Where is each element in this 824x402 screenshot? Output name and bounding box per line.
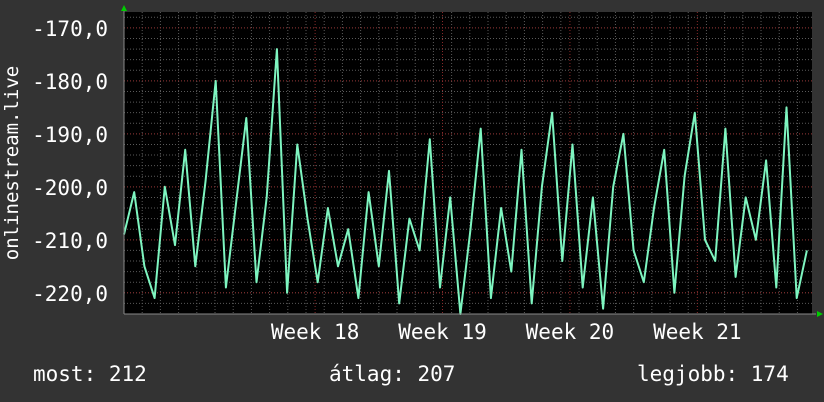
x-tick-label: Week 18 bbox=[271, 320, 360, 344]
y-tick-label: -180,0 bbox=[32, 70, 108, 94]
x-axis-arrow-icon bbox=[817, 311, 823, 317]
current-value-label: most: 212 bbox=[33, 362, 147, 386]
average-value-label: átlag: 207 bbox=[329, 362, 456, 386]
y-tick-labels: -170,0 -180,0 -190,0 -200,0 -210,0 -220,0 bbox=[32, 17, 108, 306]
y-axis-label: onlinestream.live bbox=[1, 66, 23, 260]
y-axis-arrow-icon bbox=[121, 5, 127, 11]
x-tick-label: Week 20 bbox=[526, 320, 615, 344]
axes bbox=[121, 5, 823, 317]
x-tick-label: Week 21 bbox=[653, 320, 742, 344]
x-tick-labels: Week 18 Week 19 Week 20 Week 21 bbox=[271, 320, 742, 344]
x-tick-label: Week 19 bbox=[398, 320, 487, 344]
y-tick-label: -200,0 bbox=[32, 176, 108, 200]
series-group bbox=[123, 48, 808, 315]
y-tick-label: -190,0 bbox=[32, 123, 108, 147]
y-tick-label: -170,0 bbox=[32, 17, 108, 41]
y-tick-label: -220,0 bbox=[32, 282, 108, 306]
y-tick-label: -210,0 bbox=[32, 229, 108, 253]
best-value-label: legjobb: 174 bbox=[637, 362, 789, 386]
series-line bbox=[123, 48, 808, 315]
